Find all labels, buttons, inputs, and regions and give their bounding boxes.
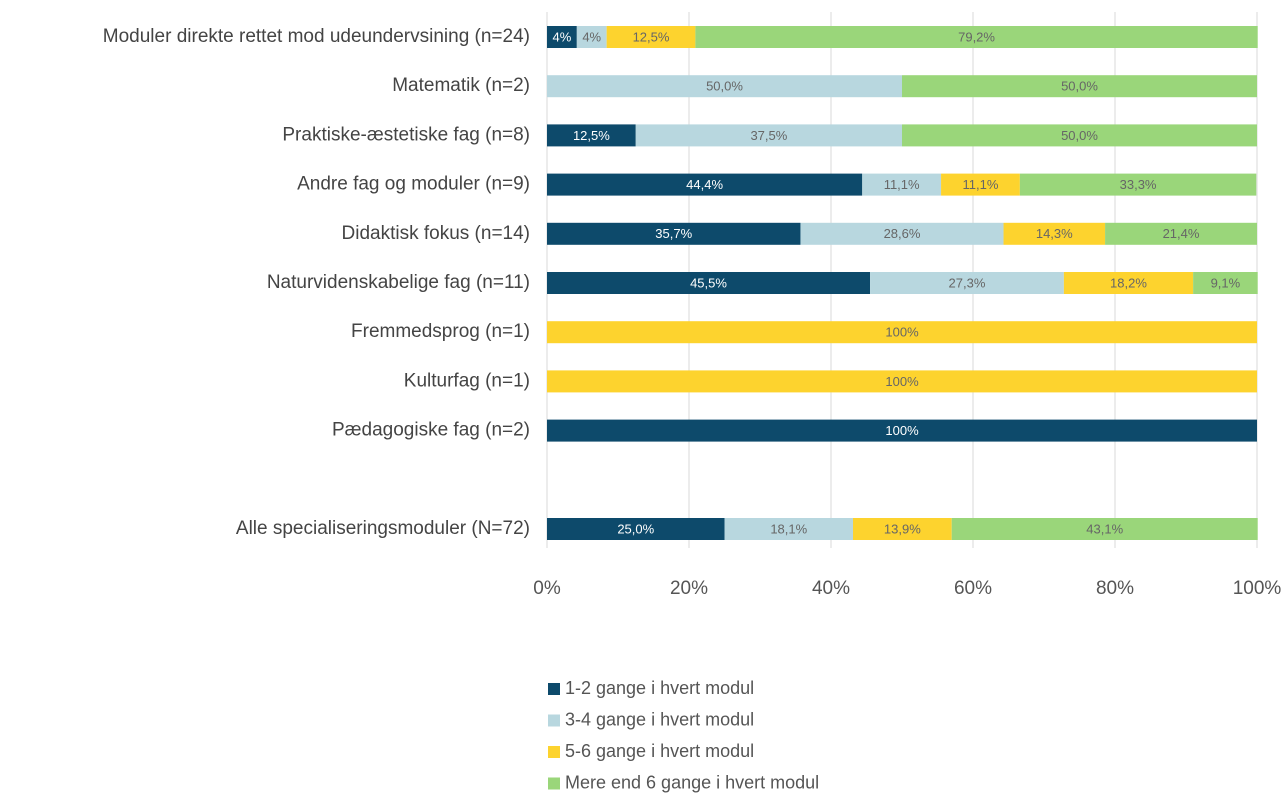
value-label: 50,0%	[706, 79, 743, 94]
value-label: 43,1%	[1086, 521, 1123, 536]
bar-segment	[951, 518, 1258, 540]
value-label: 79,2%	[958, 29, 995, 44]
bar-segment	[547, 272, 871, 294]
legend-swatch	[548, 714, 560, 727]
legend-swatch	[548, 746, 560, 758]
value-label: 21,4%	[1163, 226, 1200, 241]
bar-segment	[1105, 222, 1257, 245]
bar-segment	[1003, 222, 1106, 245]
legend-label: Mere end 6 gange i hvert modul	[565, 772, 819, 792]
bar-segment	[800, 222, 1004, 245]
value-label: 37,5%	[750, 128, 787, 143]
bar-segment	[870, 272, 1064, 294]
value-label: 45,5%	[690, 275, 727, 290]
bar-segment	[547, 321, 1257, 344]
category-label: Didaktisk fokus (n=14)	[342, 223, 531, 244]
bar-segment	[635, 124, 902, 147]
value-label: 11,1%	[963, 177, 999, 192]
value-label: 18,2%	[1110, 275, 1147, 290]
x-tick-label: 20%	[670, 578, 708, 599]
value-label: 44,4%	[686, 177, 723, 192]
bar-segment	[724, 518, 854, 540]
category-label: Fremmedsprog (n=1)	[351, 321, 530, 342]
bar-segment	[547, 518, 725, 540]
legend-swatch	[548, 683, 560, 695]
value-label: 25,0%	[617, 521, 654, 536]
value-label: 4%	[553, 29, 572, 44]
legend-swatch	[548, 777, 560, 790]
category-label: Alle specialiseringsmoduler (N=72)	[236, 518, 530, 539]
value-label: 14,3%	[1036, 226, 1073, 241]
bar-segment	[547, 222, 801, 245]
value-label: 35,7%	[655, 226, 692, 241]
x-tick-label: 0%	[533, 578, 561, 599]
legend-label: 3-4 gange i hvert modul	[565, 709, 754, 729]
value-label: 12,5%	[573, 128, 610, 143]
bar-segment	[941, 173, 1020, 196]
category-label: Kulturfag (n=1)	[404, 370, 530, 391]
bar-segment	[606, 26, 696, 48]
bar-segment	[547, 26, 577, 48]
legend-label: 5-6 gange i hvert modul	[565, 741, 754, 761]
value-label: 11,1%	[884, 177, 920, 192]
legend-label: 1-2 gange i hvert modul	[565, 678, 754, 698]
bar-segment	[547, 419, 1257, 442]
category-label: Naturvidenskabelige fag (n=11)	[267, 272, 530, 293]
bar-segment	[547, 75, 902, 98]
bar-segment	[547, 124, 636, 147]
value-label: 100%	[885, 423, 919, 438]
value-label: 9,1%	[1211, 275, 1241, 290]
category-label: Moduler direkte rettet mod udeundervsini…	[103, 26, 530, 47]
bar-segment	[853, 518, 952, 540]
value-label: 50,0%	[1061, 79, 1098, 94]
bar-segment	[547, 173, 863, 196]
value-label: 33,3%	[1120, 177, 1157, 192]
x-tick-label: 80%	[1096, 578, 1134, 599]
bar-segment	[547, 370, 1257, 393]
value-label: 4%	[582, 29, 601, 44]
bar-segment	[902, 75, 1257, 98]
category-label: Andre fag og moduler (n=9)	[297, 174, 530, 195]
value-label: 18,1%	[770, 521, 807, 536]
value-label: 12,5%	[633, 29, 670, 44]
value-label: 27,3%	[949, 275, 986, 290]
bar-segment	[695, 26, 1258, 48]
category-label: Pædagogiske fag (n=2)	[332, 420, 530, 441]
value-label: 28,6%	[884, 226, 921, 241]
x-tick-label: 60%	[954, 578, 992, 599]
value-label: 13,9%	[884, 521, 921, 536]
bar-segment	[902, 124, 1257, 147]
bar-segment	[1019, 173, 1257, 196]
value-label: 50,0%	[1061, 128, 1098, 143]
bar-segment	[862, 173, 942, 196]
bar-segment	[1193, 272, 1258, 294]
bar-segment	[576, 26, 607, 48]
x-tick-label: 40%	[812, 578, 850, 599]
x-tick-label: 100%	[1233, 578, 1282, 599]
value-label: 100%	[885, 325, 919, 340]
category-label: Matematik (n=2)	[392, 75, 530, 96]
value-label: 100%	[885, 374, 919, 389]
bar-segment	[1063, 272, 1194, 294]
category-label: Praktiske-æstetiske fag (n=8)	[282, 124, 530, 145]
